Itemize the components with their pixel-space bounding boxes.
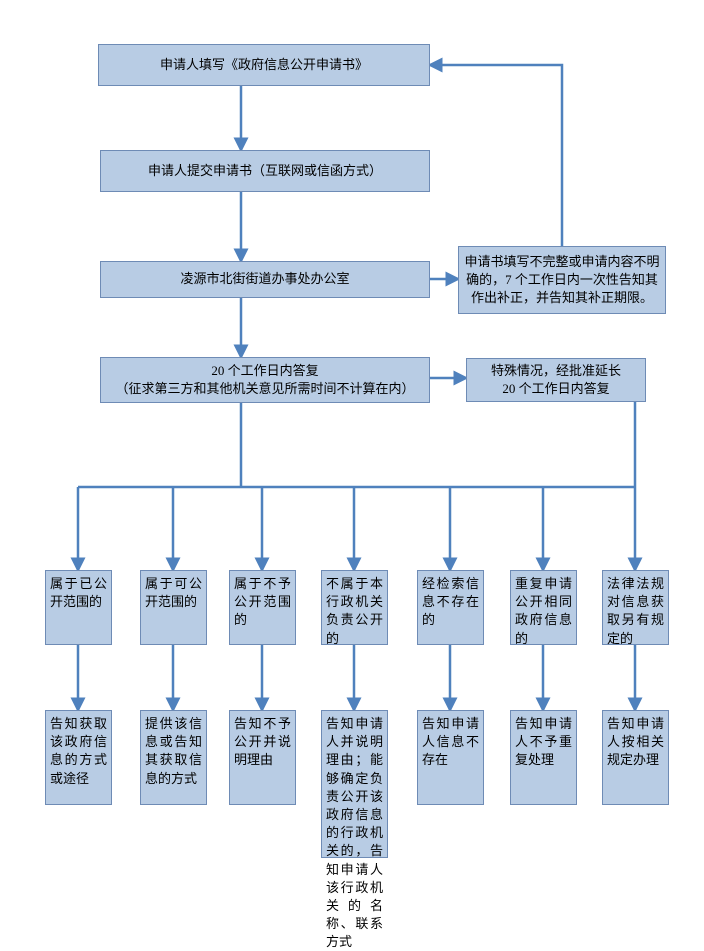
flow-box-c4: 不属于本行政机关负责公开的 [321,570,388,645]
flow-box-b5: 20 个工作日内答复 （征求第三方和其他机关意见所需时间不计算在内） [100,357,430,403]
flow-box-r6: 告知申请人不予重复处理 [510,710,577,805]
flow-box-r1: 告知获取该政府信息的方式或途径 [45,710,112,805]
arrow-a5 [430,65,562,246]
flow-box-r2: 提供该信息或告知其获取信息的方式 [140,710,207,805]
flow-box-b1: 申请人填写《政府信息公开申请书》 [98,44,430,86]
flow-box-r4: 告知申请人并说明理由；能够确定负责公开该政府信息的行政机关的，告知申请人该行政机… [321,710,388,858]
flow-box-b2: 申请人提交申请书（互联网或信函方式） [100,150,430,192]
flow-box-r3: 告知不予公开并说明理由 [229,710,296,805]
flow-box-c1: 属于已公开范围的 [45,570,112,645]
flow-box-c3: 属于不予公开范围的 [229,570,296,645]
flow-box-c2: 属于可公开范围的 [140,570,207,645]
flow-box-r7: 告知申请人按相关规定办理 [602,710,669,805]
flow-box-b6: 特殊情况，经批准延长 20 个工作日内答复 [466,358,646,402]
flow-box-c5: 经检索信息不存在的 [417,570,484,645]
flow-box-r5: 告知申请人信息不存在 [417,710,484,805]
flow-box-c7: 法律法规对信息获取另有规定的 [602,570,669,645]
flow-box-c6: 重复申请公开相同政府信息的 [510,570,577,645]
flow-box-b4: 申请书填写不完整或申请内容不明确的，7 个工作日内一次性告知其作出补正，并告知其… [458,246,666,314]
flow-box-b3: 凌源市北街街道办事处办公室 [100,261,430,298]
